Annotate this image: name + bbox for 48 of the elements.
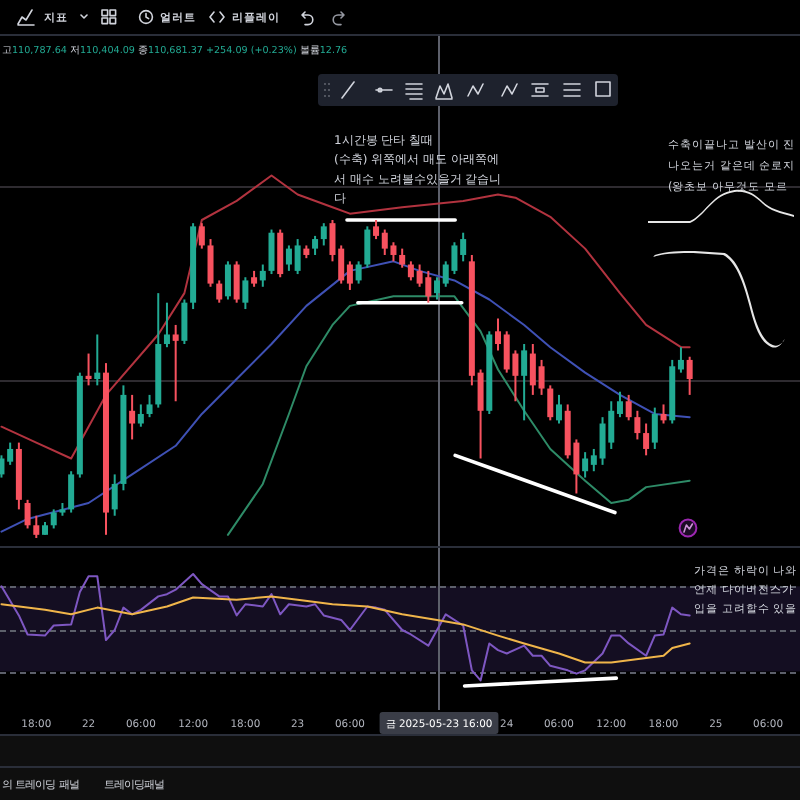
candlestick xyxy=(111,473,118,517)
candlestick xyxy=(625,393,632,422)
candlestick xyxy=(381,228,388,256)
candlestick xyxy=(33,514,40,539)
candlestick xyxy=(233,260,240,304)
candlestick xyxy=(294,238,301,276)
candlestick xyxy=(634,409,641,441)
candlestick xyxy=(416,263,423,288)
candlestick xyxy=(373,219,380,241)
candlestick xyxy=(538,358,545,396)
candlestick xyxy=(68,470,75,514)
candlestick xyxy=(137,403,144,428)
candlestick xyxy=(643,422,650,457)
candlestick xyxy=(599,416,606,466)
candlestick xyxy=(7,441,14,466)
candlestick xyxy=(268,228,275,276)
candlestick xyxy=(94,333,101,387)
candlestick xyxy=(163,301,170,349)
candlestick xyxy=(686,355,693,396)
candlestick xyxy=(24,498,31,530)
candlestick xyxy=(651,406,658,450)
candlestick xyxy=(198,222,205,250)
candlestick xyxy=(555,393,562,425)
candlestick xyxy=(320,222,327,247)
candlestick xyxy=(364,225,371,269)
candlestick xyxy=(355,260,362,285)
candlestick xyxy=(85,352,92,387)
candlestick xyxy=(50,508,57,530)
candlestick xyxy=(129,393,136,441)
candlestick xyxy=(259,263,266,288)
candlestick xyxy=(547,384,554,422)
candlestick xyxy=(312,234,319,256)
candlestick xyxy=(172,323,179,403)
candlestick xyxy=(390,241,397,263)
candlestick xyxy=(207,238,214,288)
candlestick xyxy=(660,403,667,425)
candlestick xyxy=(503,330,510,374)
candlestick xyxy=(277,228,284,279)
candlestick xyxy=(451,241,458,276)
candlestick xyxy=(521,343,528,422)
candlestick xyxy=(399,247,406,269)
candlestick xyxy=(216,279,223,304)
candlestick xyxy=(146,393,153,419)
candlestick xyxy=(425,269,432,304)
candlestick xyxy=(224,260,231,301)
candlestick xyxy=(582,451,589,479)
candlestick xyxy=(242,276,249,311)
candlestick xyxy=(181,298,188,346)
